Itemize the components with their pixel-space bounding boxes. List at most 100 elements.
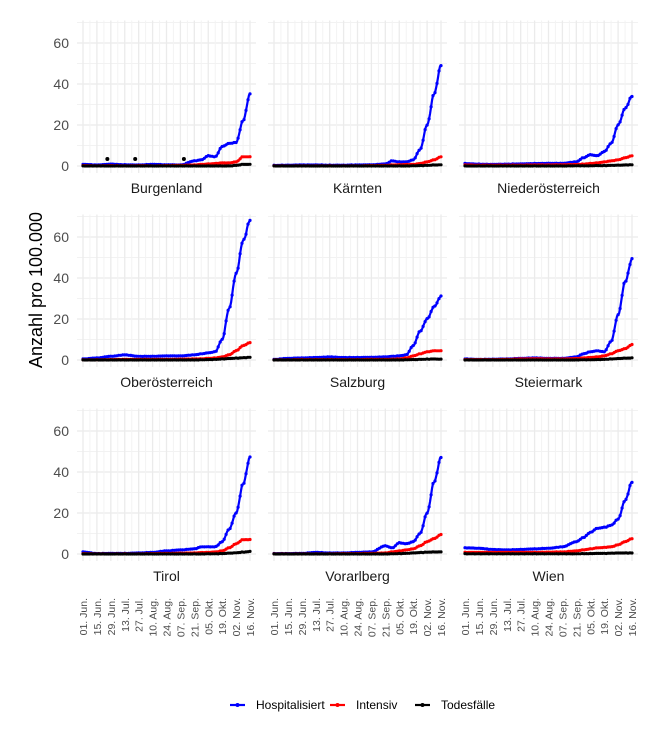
x-tick-label: 16. Nov. bbox=[627, 598, 639, 636]
x-tick-label: 15. Jun. bbox=[92, 598, 104, 635]
x-tick-label: 19. Okt. bbox=[217, 598, 229, 635]
data-point bbox=[421, 524, 425, 528]
x-tick-label: 16. Nov. bbox=[436, 598, 448, 636]
data-point bbox=[236, 266, 240, 270]
x-tick-label: 07. Sep. bbox=[557, 598, 569, 637]
data-point bbox=[238, 128, 242, 132]
data-point bbox=[423, 128, 427, 132]
x-tick-label: 13. Jul. bbox=[120, 598, 132, 632]
x-tick-label: 05. Okt. bbox=[585, 598, 597, 635]
data-point bbox=[620, 293, 624, 297]
x-tick-label: 27. Jul. bbox=[516, 598, 528, 632]
data-point bbox=[248, 162, 252, 166]
y-tick-label: 40 bbox=[53, 464, 69, 480]
x-tick-label: 07. Sep. bbox=[175, 598, 187, 637]
data-point bbox=[437, 460, 441, 464]
data-point bbox=[242, 237, 246, 241]
legend-label: Todesfälle bbox=[441, 698, 495, 712]
data-point bbox=[248, 537, 252, 542]
data-point bbox=[248, 341, 252, 345]
x-tick-label: 05. Okt. bbox=[394, 598, 406, 635]
data-point bbox=[584, 533, 588, 538]
data-point bbox=[630, 257, 634, 261]
x-tick-label: 15. Jun. bbox=[474, 598, 486, 635]
data-point bbox=[429, 493, 433, 497]
legend-label: Hospitalisiert bbox=[256, 698, 325, 712]
data-point bbox=[437, 69, 441, 73]
data-point bbox=[218, 146, 222, 151]
data-point bbox=[630, 537, 634, 541]
data-point bbox=[226, 308, 230, 312]
panel-vorarlberg: Vorarlberg 01. Jun. 15. Jun. 29. Jun. 13. Ju… bbox=[268, 408, 448, 637]
facet-label: Wien bbox=[533, 568, 565, 584]
data-point bbox=[628, 483, 632, 488]
data-point bbox=[604, 348, 608, 352]
data-point bbox=[248, 218, 252, 222]
x-tick-label: 24. Aug. bbox=[353, 598, 365, 637]
data-point bbox=[429, 105, 433, 109]
x-tick-label: 15. Jun. bbox=[283, 598, 295, 635]
x-tick-label: 19. Okt. bbox=[408, 598, 420, 635]
panel-oberösterreich: 0 20 40 60 Oberösterreich bbox=[53, 214, 256, 390]
data-point bbox=[602, 350, 606, 354]
data-point bbox=[236, 505, 240, 509]
data-point bbox=[407, 349, 411, 353]
x-tick-label: 10. Aug. bbox=[339, 598, 351, 637]
data-point bbox=[413, 341, 417, 345]
y-tick-label: 60 bbox=[53, 229, 69, 245]
data-point bbox=[244, 232, 248, 236]
data-point bbox=[419, 329, 423, 333]
data-point bbox=[419, 146, 423, 150]
panel-tirol: 0 20 40 60 Tirol 01. Jun. 15. Jun. 29. Jun. 13. … bbox=[53, 408, 257, 637]
data-point bbox=[248, 549, 252, 554]
data-point bbox=[415, 335, 419, 339]
data-point bbox=[423, 515, 427, 519]
outlier-point bbox=[105, 157, 110, 162]
data-point bbox=[248, 155, 252, 159]
data-point bbox=[606, 145, 610, 149]
data-point bbox=[439, 349, 443, 353]
data-point bbox=[431, 94, 435, 98]
data-point bbox=[616, 517, 620, 521]
x-tick-label: 02. Nov. bbox=[613, 598, 625, 636]
data-point bbox=[228, 305, 232, 309]
data-point bbox=[244, 108, 248, 112]
data-point bbox=[620, 506, 624, 510]
data-point bbox=[409, 345, 413, 350]
facet-label: Salzburg bbox=[330, 374, 385, 390]
data-point bbox=[421, 138, 425, 142]
data-point bbox=[214, 349, 218, 353]
data-point bbox=[411, 344, 415, 348]
data-point bbox=[240, 241, 244, 245]
x-tick-label: 24. Aug. bbox=[162, 598, 174, 637]
data-point bbox=[606, 344, 610, 348]
data-point bbox=[242, 118, 246, 122]
data-point bbox=[622, 500, 626, 504]
x-tick-label: 10. Aug. bbox=[148, 598, 160, 637]
y-axis-label: Anzahl pro 100.000 bbox=[26, 212, 46, 368]
data-point bbox=[216, 345, 220, 349]
data-point bbox=[582, 535, 586, 540]
data-point bbox=[232, 514, 236, 518]
data-point bbox=[437, 297, 441, 301]
legend-label: Intensiv bbox=[356, 698, 397, 712]
data-point bbox=[610, 140, 614, 144]
data-point bbox=[622, 281, 626, 285]
facet-label: Vorarlberg bbox=[325, 568, 390, 584]
panel-niederösterreich: Niederösterreich bbox=[459, 20, 638, 196]
x-tick-label: 07. Sep. bbox=[366, 598, 378, 637]
data-point bbox=[612, 329, 616, 333]
data-point bbox=[433, 479, 437, 483]
data-point bbox=[624, 497, 628, 501]
y-tick-label: 20 bbox=[53, 311, 69, 327]
legend-item-intensiv: Intensiv bbox=[330, 698, 397, 712]
data-point bbox=[427, 117, 431, 121]
data-point bbox=[618, 120, 622, 124]
data-point bbox=[618, 514, 622, 518]
facet-label: Tirol bbox=[153, 568, 180, 584]
data-point bbox=[248, 92, 252, 96]
data-point bbox=[413, 156, 417, 160]
data-point bbox=[236, 136, 240, 140]
data-point bbox=[427, 315, 431, 319]
